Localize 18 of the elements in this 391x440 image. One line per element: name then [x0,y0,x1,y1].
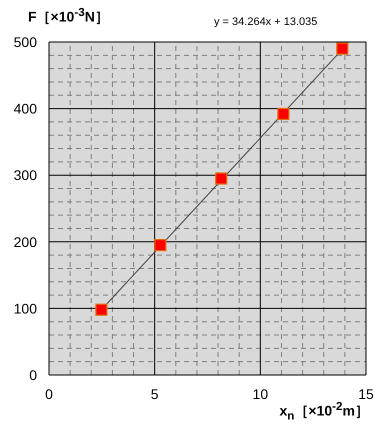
text: y = 34.264x + 13.035 [214,16,318,28]
point [277,108,290,120]
point [336,42,348,55]
y-tick-label: 300 [14,167,38,184]
x-tick-label: 10 [252,386,268,402]
y-tick-label: 0 [29,366,38,383]
y-axis-title: F［×10$^{-3}$N］ [28,6,109,27]
y-tick-label: 200 [14,234,38,250]
x-tick-label: 15 [358,386,374,402]
y-tick-label: 100 [14,300,38,316]
x-axis-title: x$_{n}$［×10$^{-2}$m］ [280,400,369,422]
point [215,172,228,185]
x-tick-label: 0 [45,386,54,402]
x-tick-label: 5 [150,386,159,402]
point [95,304,108,316]
y-tick-label: 500 [14,34,38,50]
point [154,239,166,252]
y-tick-label: 400 [14,100,38,117]
